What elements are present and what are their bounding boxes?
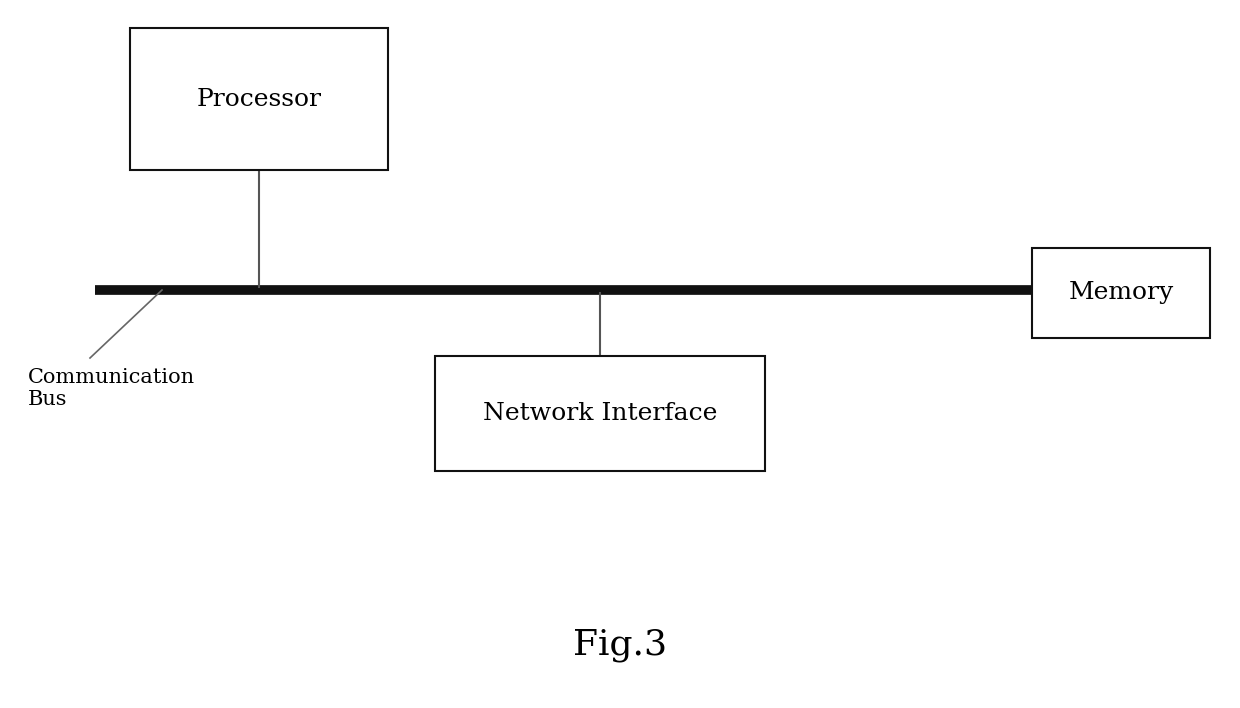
Text: Processor: Processor bbox=[196, 88, 321, 110]
Bar bbox=[130, 28, 388, 170]
Text: Network Interface: Network Interface bbox=[482, 402, 717, 425]
Text: Memory: Memory bbox=[1069, 282, 1173, 304]
Text: Communication
Bus: Communication Bus bbox=[29, 368, 195, 409]
Bar bbox=[435, 356, 765, 471]
Text: Fig.3: Fig.3 bbox=[573, 628, 667, 662]
Bar bbox=[1032, 248, 1210, 338]
